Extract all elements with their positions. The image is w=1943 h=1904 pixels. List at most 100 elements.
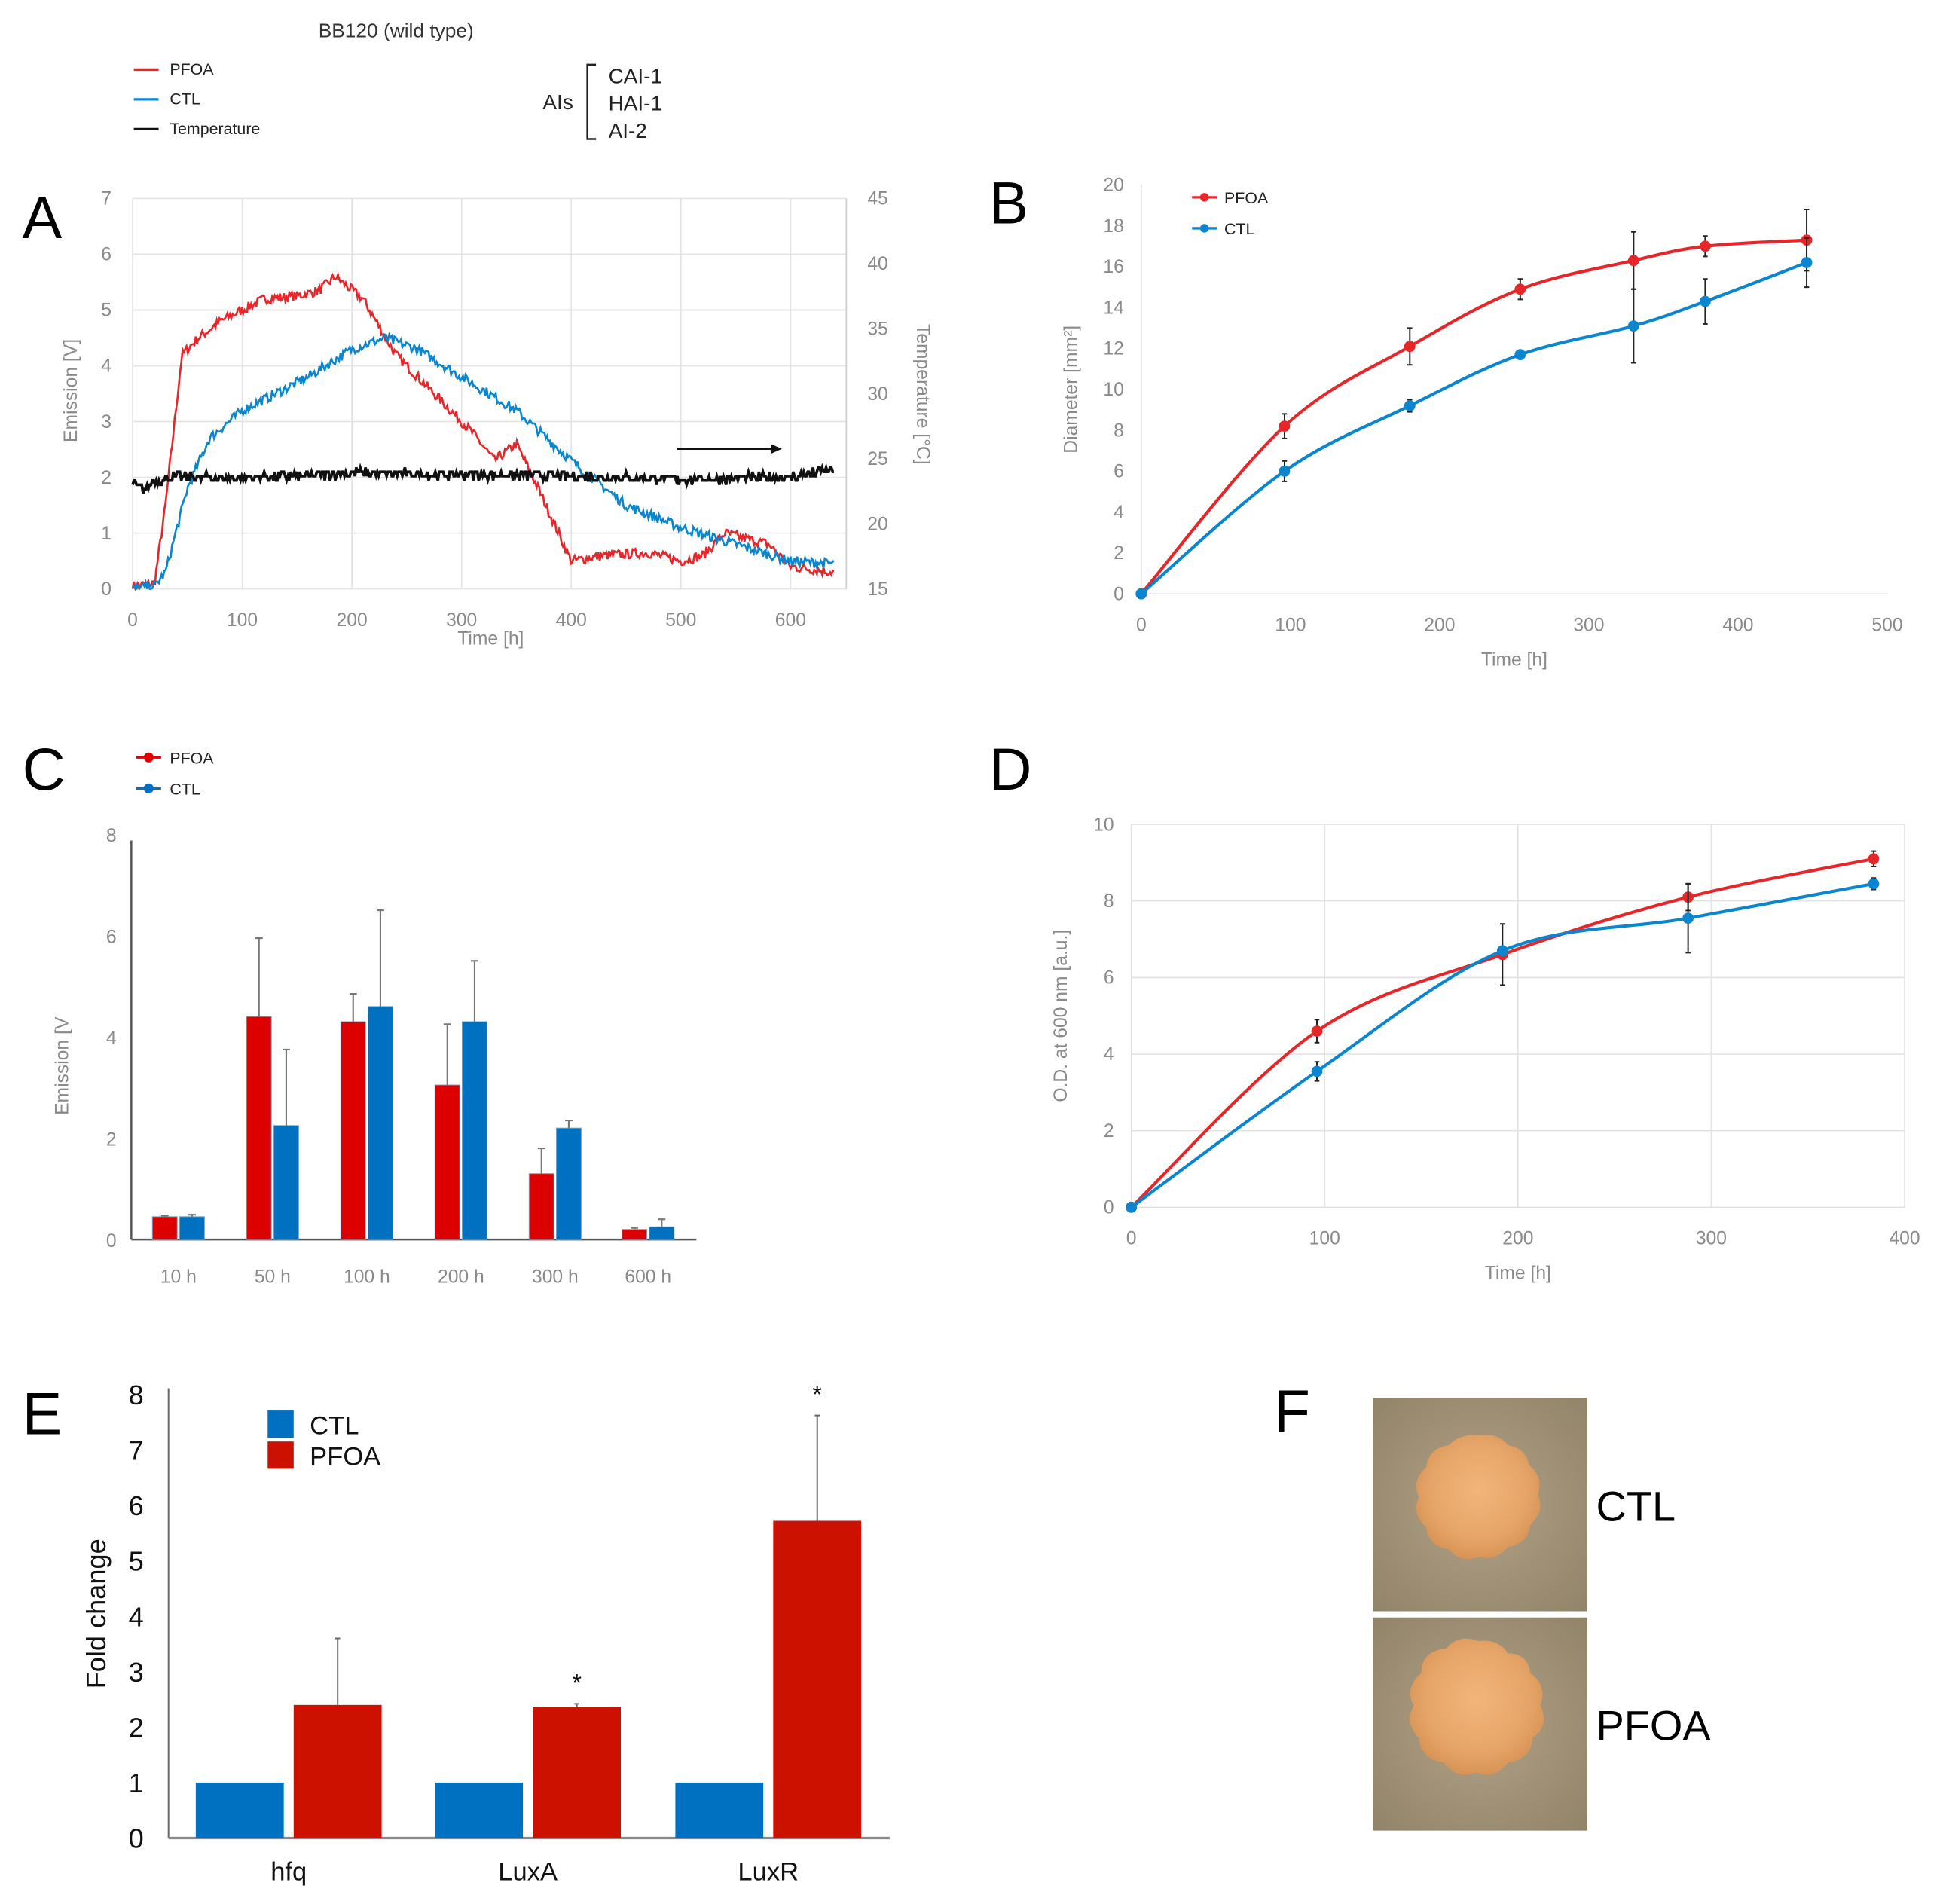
y-tick-label: 1 (129, 1768, 144, 1799)
y-tick-label: 4 (106, 1028, 117, 1049)
y-tick-label: 2 (101, 468, 112, 488)
bar-pfoa (246, 1016, 272, 1240)
bar-pfoa (773, 1520, 862, 1838)
series-line-temperature (131, 463, 835, 494)
y-tick-label: 10 (1103, 380, 1123, 400)
panel-letter-d: D (989, 736, 1032, 802)
x-tick-label: 0 (1136, 616, 1147, 636)
y2-axis-label: Temperature [°C] (912, 324, 933, 465)
legend-label: PFOA (170, 749, 214, 767)
error-bar (377, 909, 384, 1007)
legend-label: CTL (310, 1411, 359, 1440)
y-tick-label: 1 (101, 524, 112, 544)
data-point-pfoa (1627, 255, 1639, 267)
error-bar (255, 937, 263, 1017)
x-axis-label: Time [h] (1485, 1264, 1551, 1284)
data-point-series-1 (1682, 912, 1694, 924)
series-line-series-1 (1130, 882, 1874, 1209)
x-tick-label: 50 h (255, 1267, 291, 1288)
x-tick-label: 500 (665, 610, 696, 631)
y-axis-label: Emission [V (52, 1016, 72, 1115)
x-tick-label: 200 (337, 610, 368, 631)
legend-label-ctl: CTL (170, 90, 200, 108)
data-point-series-0 (1868, 853, 1880, 865)
y-tick-label: 4 (129, 1601, 144, 1632)
y-tick-label: 5 (129, 1546, 144, 1577)
chart-d: 0 100 200 300 400 0 2 4 6 8 10 Time [h] O.D. at 600 … (1051, 814, 1920, 1283)
bar-ctl (675, 1782, 764, 1838)
ais-label: AIs (542, 90, 573, 114)
x-tick-label: 300 h (532, 1267, 579, 1288)
y2-tick-label: 40 (867, 254, 887, 274)
x-tick-label: 200 (1424, 616, 1455, 636)
series-line-ctl (1140, 261, 1807, 595)
y-tick-label: 0 (106, 1231, 117, 1252)
error-bar (814, 1414, 820, 1521)
y-tick-label: 0 (1114, 584, 1124, 604)
y-tick-label: 6 (101, 245, 112, 265)
data-point-pfoa (1279, 420, 1291, 432)
legend-label-pfoa: PFOA (170, 60, 214, 78)
y-tick-label: 8 (129, 1380, 144, 1410)
ais-item: AI-2 (609, 119, 647, 142)
significance-marker: * (572, 1669, 582, 1697)
ais-bracket (586, 63, 597, 140)
data-point-series-1 (1311, 1065, 1323, 1077)
panel-letter-a: A (23, 185, 63, 251)
panel-letter-c: C (23, 736, 66, 802)
y-tick-label: 8 (1104, 891, 1114, 912)
bar-pfoa (293, 1704, 382, 1838)
error-bar (349, 992, 357, 1022)
ais-item: HAI-1 (609, 92, 662, 115)
y2-tick-label: 35 (867, 319, 887, 339)
y-tick-label: 6 (129, 1490, 144, 1521)
y-tick-label: 20 (1103, 176, 1123, 196)
colony-photo-ctl (1373, 1398, 1587, 1612)
bar-pfoa (533, 1707, 622, 1838)
bar-ctl (368, 1006, 393, 1240)
y-axis-label: O.D. at 600 nm [a.u.] (1051, 930, 1071, 1102)
error-bar (443, 1023, 451, 1086)
chart-c: 0 2 4 6 8 Emission [V 10 h 50 h 100 h 200 h 300 h 6… (52, 749, 697, 1288)
y-axis-label: Fold change (81, 1539, 112, 1689)
data-point-pfoa (1404, 341, 1416, 353)
y2-tick-label: 30 (867, 384, 887, 405)
error-bar (574, 1703, 579, 1707)
legend-marker (143, 783, 154, 793)
y-tick-label: 4 (1104, 1044, 1114, 1065)
colony-pfoa (1410, 1638, 1544, 1775)
y-tick-label: 8 (106, 826, 117, 846)
x-tick-label: 600 h (625, 1267, 671, 1288)
x-tick-label: hfq (270, 1857, 307, 1886)
colony-ctl (1416, 1435, 1541, 1560)
bar-ctl (179, 1216, 205, 1240)
chart-b: 0 100 200 300 400 500 0 2 4 6 8 10 12 14 16 18 20 Time [h… (1061, 176, 1902, 671)
chart-e: 0 1 2 3 4 5 6 7 8 Fold change hfq LuxA LuxR CTL * * PFOA (81, 1380, 890, 1886)
arrow-head-icon (771, 444, 782, 454)
photo-label-ctl: CTL (1596, 1482, 1676, 1530)
x-axis-label: Time [h] (1481, 650, 1547, 671)
data-point-pfoa (1699, 240, 1711, 252)
bar-ctl (273, 1125, 299, 1240)
data-point-ctl (1404, 400, 1416, 411)
data-point-ctl (1627, 320, 1639, 332)
y-axis-label: Emission [V] (61, 339, 81, 442)
y-tick-label: 6 (106, 928, 117, 948)
series-line-ctl (132, 332, 835, 591)
error-bar (631, 1227, 639, 1230)
figure-title: BB120 (wild type) (319, 20, 474, 42)
y-tick-label: 5 (101, 301, 112, 321)
photo-label-pfoa: PFOA (1596, 1702, 1711, 1750)
data-point-ctl (1801, 257, 1813, 268)
error-bar (537, 1148, 545, 1174)
y-axis-label: Diameter [mm²] (1061, 325, 1081, 454)
y-tick-label: 4 (1114, 503, 1124, 523)
legend-label-temperature: Temperature (170, 120, 260, 138)
y-tick-label: 4 (101, 356, 112, 377)
y-tick-label: 2 (129, 1712, 144, 1743)
x-tick-label: 100 (1275, 616, 1306, 636)
y-tick-label: 8 (1114, 420, 1124, 441)
y-tick-label: 3 (101, 412, 112, 432)
panel-letter-b: B (989, 170, 1029, 236)
